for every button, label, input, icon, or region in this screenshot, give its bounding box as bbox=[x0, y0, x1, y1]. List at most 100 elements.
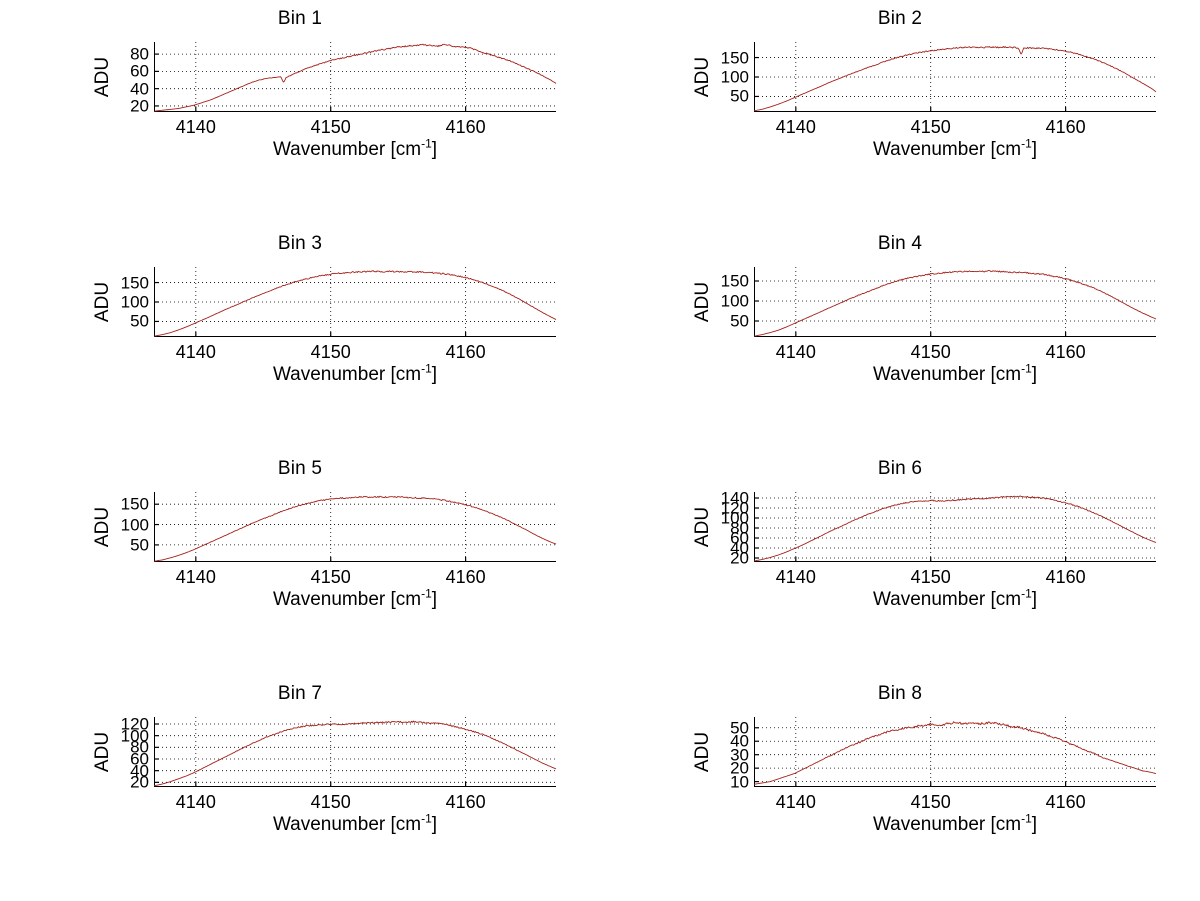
y-axis-ticks: 50 100 150 bbox=[721, 42, 751, 112]
x-axis-label-text: Wavenumber [cm bbox=[272, 364, 422, 385]
y-tick-label: 120 bbox=[120, 714, 149, 734]
subplot-bin-1: Bin 1 20 40 60 80 ADU 4140 4150 4160 Wavenumber [… bbox=[0, 0, 600, 225]
subplot-title: Bin 6 bbox=[877, 458, 923, 479]
x-axis-label-exponent: -1 bbox=[421, 136, 432, 151]
gridlines bbox=[754, 42, 1156, 112]
subplot-bin-7: Bin 7 20 40 60 80 100 120 ADU 4140 4150 4160 Wavenu… bbox=[0, 675, 600, 900]
x-axis-label-text: Wavenumber [cm bbox=[872, 814, 1022, 835]
plot-canvas bbox=[154, 42, 556, 112]
x-tick-label: 4150 bbox=[310, 792, 351, 812]
y-tick-label: 20 bbox=[130, 96, 149, 116]
x-axis-label-exponent: -1 bbox=[1021, 586, 1032, 601]
y-tick-label: 20 bbox=[730, 548, 749, 568]
y-tick-label: 10 bbox=[730, 772, 749, 792]
x-axis-label: Wavenumber [cm-1] bbox=[694, 361, 1200, 386]
data-line bbox=[154, 271, 556, 336]
y-tick-label: 100 bbox=[720, 291, 749, 311]
x-tick-label: 4160 bbox=[445, 792, 486, 812]
x-tick-label: 4140 bbox=[775, 342, 816, 362]
y-axis-ticks: 10 20 30 40 50 bbox=[730, 717, 751, 790]
subplot-bin-4: Bin 4 50 100 150 ADU 4140 4150 4160 Wavenumber [… bbox=[600, 225, 1200, 450]
x-tick-label: 4150 bbox=[910, 567, 951, 587]
x-tick-label: 4140 bbox=[775, 567, 816, 587]
y-tick-label: 100 bbox=[720, 67, 749, 87]
plot-area: 10 20 30 40 50 ADU 4140 4150 4160 Wavenumber [cm-… bbox=[692, 717, 1156, 835]
x-axis-ticks: 4140 4150 4160 bbox=[754, 562, 1156, 587]
subplot-title: Bin 8 bbox=[877, 683, 923, 704]
y-axis-ticks: 50 100 150 bbox=[121, 492, 151, 562]
subplot-title: Bin 7 bbox=[277, 683, 323, 704]
x-axis-label-bracket: ] bbox=[431, 364, 438, 385]
x-axis-label-bracket: ] bbox=[1031, 364, 1038, 385]
axes-frame bbox=[754, 267, 1156, 337]
y-tick-label: 50 bbox=[130, 311, 149, 331]
y-tick-label: 40 bbox=[130, 79, 149, 99]
y-axis-ticks: 20 40 60 80 100 120 140 bbox=[721, 490, 751, 567]
y-tick-label: 100 bbox=[720, 508, 749, 528]
x-axis-label-text: Wavenumber [cm bbox=[272, 814, 422, 835]
y-tick-label: 120 bbox=[720, 498, 749, 518]
y-tick-label: 60 bbox=[130, 749, 149, 769]
y-tick-label: 50 bbox=[730, 718, 749, 738]
x-tick-label: 4150 bbox=[310, 117, 351, 137]
plot-area: 50 100 150 ADU 4140 4150 4160 Wavenumber [cm-1] bbox=[692, 267, 1156, 385]
x-axis-label-exponent: -1 bbox=[421, 811, 432, 826]
x-axis-ticks: 4140 4150 4160 bbox=[154, 337, 556, 362]
gridlines bbox=[754, 492, 1156, 562]
x-tick-label: 4150 bbox=[910, 117, 951, 137]
y-axis-label: ADU bbox=[92, 506, 113, 548]
y-tick-label: 150 bbox=[120, 273, 149, 293]
x-tick-label: 4140 bbox=[175, 342, 216, 362]
y-tick-label: 60 bbox=[730, 528, 749, 548]
x-axis-label-text: Wavenumber [cm bbox=[872, 139, 1022, 160]
x-axis-label: Wavenumber [cm-1] bbox=[94, 811, 616, 836]
subplot-bin-5: Bin 5 50 100 150 ADU 4140 4150 4160 Wavenumber [… bbox=[0, 450, 600, 675]
data-line bbox=[154, 496, 556, 561]
x-axis-label: Wavenumber [cm-1] bbox=[94, 361, 616, 386]
subplot-title: Bin 2 bbox=[877, 8, 923, 29]
y-tick-label: 80 bbox=[130, 44, 149, 64]
x-axis-label: Wavenumber [cm-1] bbox=[694, 813, 1200, 836]
y-tick-label: 20 bbox=[730, 758, 749, 778]
plot-canvas bbox=[154, 492, 556, 562]
y-tick-label: 30 bbox=[730, 745, 749, 765]
subplot-title: Bin 3 bbox=[277, 233, 323, 254]
subplot-bin-3: Bin 3 50 100 150 ADU 4140 4150 4160 Wavenumber [… bbox=[0, 225, 600, 450]
y-tick-label: 50 bbox=[130, 535, 149, 555]
plot-canvas bbox=[754, 717, 1156, 787]
x-tick-label: 4160 bbox=[1045, 792, 1086, 812]
x-tick-label: 4160 bbox=[445, 117, 486, 137]
y-axis-ticks: 20 40 60 80 bbox=[130, 42, 151, 115]
x-axis-label-text: Wavenumber [cm bbox=[272, 589, 422, 610]
gridlines bbox=[154, 717, 556, 787]
axes-frame bbox=[154, 717, 556, 787]
x-tick-label: 4140 bbox=[175, 792, 216, 812]
x-axis-ticks: 4140 4150 4160 bbox=[754, 787, 1156, 812]
x-axis-label: Wavenumber [cm-1] bbox=[694, 138, 1200, 161]
y-axis-label: ADU bbox=[692, 506, 713, 548]
data-line bbox=[754, 271, 1156, 337]
y-tick-label: 50 bbox=[730, 311, 749, 331]
x-tick-label: 4160 bbox=[1045, 567, 1086, 587]
x-tick-label: 4150 bbox=[910, 342, 951, 362]
x-tick-label: 4160 bbox=[445, 567, 486, 587]
plot-canvas bbox=[754, 267, 1156, 337]
x-axis-label-exponent: -1 bbox=[421, 361, 432, 376]
x-axis-label: Wavenumber [cm-1] bbox=[94, 136, 616, 161]
y-tick-label: 40 bbox=[730, 538, 749, 558]
x-axis-ticks: 4140 4150 4160 bbox=[154, 562, 556, 587]
subplot-bin-8: Bin 8 10 20 30 40 50 ADU 4140 4150 4160 Wavenumber… bbox=[600, 675, 1200, 900]
x-axis-label-exponent: -1 bbox=[1021, 361, 1032, 376]
y-tick-label: 100 bbox=[120, 292, 149, 312]
y-tick-label: 150 bbox=[720, 271, 749, 291]
plot-canvas bbox=[754, 42, 1156, 112]
subplot-title: Bin 1 bbox=[277, 8, 323, 29]
x-axis-ticks: 4140 4150 4160 bbox=[154, 112, 556, 137]
y-axis-label: ADU bbox=[692, 56, 713, 98]
y-axis-label: ADU bbox=[92, 281, 113, 323]
data-line bbox=[154, 44, 556, 111]
plot-area: 50 100 150 ADU 4140 4150 4160 Wavenumber [cm-1] bbox=[92, 492, 556, 610]
gridlines bbox=[754, 717, 1156, 787]
gridlines bbox=[154, 42, 556, 112]
x-axis-ticks: 4140 4150 4160 bbox=[754, 112, 1156, 137]
